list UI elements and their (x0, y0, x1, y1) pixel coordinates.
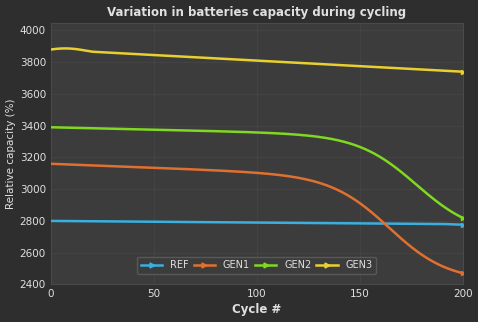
REF (48, 219, 54, 223)
GEN3 (358, 64, 364, 68)
GEN1 (234, 170, 240, 174)
Title: Variation in batteries capacity during cycling: Variation in batteries capacity during c… (107, 5, 406, 19)
GEN1 (291, 175, 296, 179)
GEN3 (235, 58, 241, 62)
GEN2 (48, 125, 54, 129)
GEN3 (324, 62, 329, 66)
GEN1 (460, 271, 466, 275)
Line: REF: REF (49, 219, 465, 227)
GEN3 (460, 70, 466, 74)
REF (358, 222, 364, 225)
Line: GEN3: GEN3 (49, 46, 465, 74)
REF (291, 221, 296, 225)
Line: GEN2: GEN2 (49, 125, 465, 220)
GEN3 (121, 52, 127, 55)
GEN2 (154, 128, 160, 132)
REF (460, 223, 466, 227)
GEN3 (48, 48, 54, 52)
GEN1 (358, 202, 364, 206)
GEN3 (63, 46, 68, 50)
GEN2 (121, 127, 127, 131)
GEN1 (121, 165, 127, 168)
GEN1 (154, 166, 160, 170)
X-axis label: Cycle #: Cycle # (232, 303, 282, 317)
Y-axis label: Relative capacity (%): Relative capacity (%) (6, 98, 16, 209)
REF (154, 220, 160, 224)
GEN2 (460, 216, 466, 220)
REF (234, 221, 240, 224)
GEN1 (48, 162, 54, 166)
GEN2 (234, 130, 240, 134)
GEN2 (291, 132, 296, 136)
Legend: REF, GEN1, GEN2, GEN3: REF, GEN1, GEN2, GEN3 (137, 257, 376, 274)
Line: GEN1: GEN1 (49, 162, 465, 275)
GEN1 (323, 183, 329, 187)
REF (121, 220, 127, 223)
GEN2 (358, 146, 364, 149)
GEN3 (291, 61, 297, 64)
REF (323, 221, 329, 225)
GEN3 (154, 53, 160, 57)
GEN2 (323, 136, 329, 140)
